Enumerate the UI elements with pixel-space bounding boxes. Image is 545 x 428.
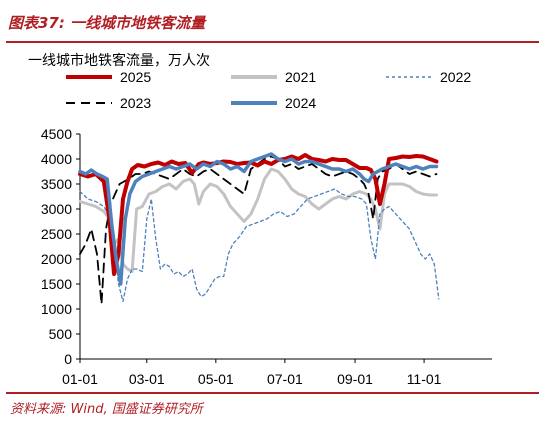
series-line-2025 [78,153,439,276]
x-tick-label: 03-01 [129,371,165,387]
series-line-2022 [79,188,440,303]
x-tick-label: 11-01 [407,371,442,387]
legend-swatch-2025 [66,75,112,79]
figure-title: 图表37: 一线城市地铁客流量 [8,14,206,32]
legend-label-2022: 2022 [440,69,472,85]
y-tick-label: 4000 [41,151,72,167]
x-tick-label: 07-01 [267,371,303,387]
legend-swatch-2021 [231,75,277,79]
legend-swatch-2022 [386,76,432,78]
legend-swatch-2024 [231,101,277,105]
top-divider [6,41,539,43]
legend-label-2021: 2021 [285,69,317,85]
y-tick-label: 1000 [41,301,72,317]
y-tick-label: 1500 [41,276,72,292]
y-tick-label: 2000 [41,251,72,267]
y-tick-label: 3000 [41,201,72,217]
series-line-2021 [78,167,438,273]
x-tick-label: 05-01 [198,371,234,387]
legend-swatch-2023 [66,102,112,104]
y-tick-label: 4500 [41,126,72,142]
legend-label-2023: 2023 [120,95,152,111]
source-note: 资料来源: Wind, 国盛证券研究所 [10,402,203,417]
legend-label-2024: 2024 [285,95,317,111]
x-tick-label: 09-01 [337,371,373,387]
y-tick-label: 0 [64,351,72,367]
y-tick-label: 2500 [41,226,72,242]
x-tick-label: 01-01 [62,371,98,387]
series-line-2024 [78,152,439,286]
series-line-2023 [79,155,438,305]
legend-label-2025: 2025 [120,69,152,85]
y-tick-label: 500 [49,326,73,342]
chart-title: 一线城市地铁客流量，万人次 [28,53,210,69]
bottom-divider [6,392,539,394]
y-tick-label: 3500 [41,176,72,192]
